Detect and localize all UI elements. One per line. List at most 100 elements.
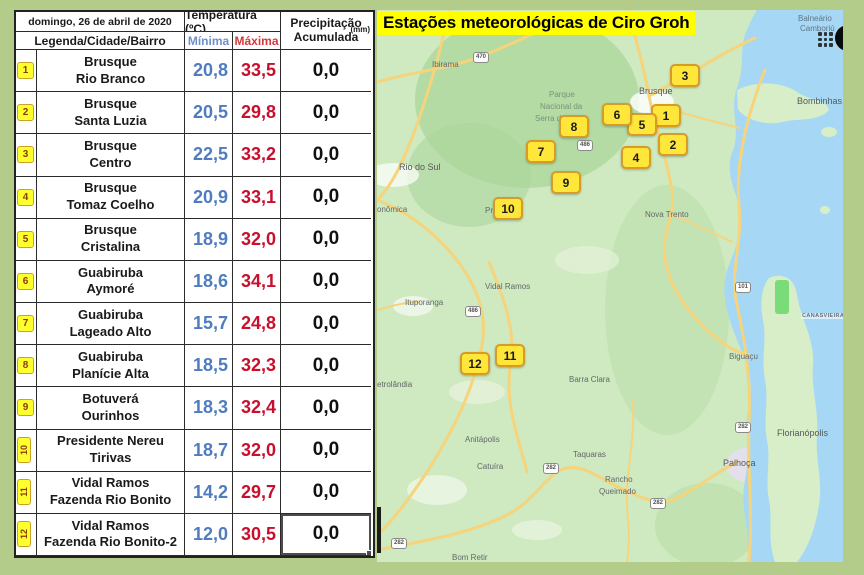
legend-badge: 7 <box>17 315 34 333</box>
map-label: Rancho <box>605 475 633 484</box>
station-name-cell: Presidente Nereu Tirivas <box>37 429 185 472</box>
map-label: Nova Trento <box>645 210 689 219</box>
map-terrain <box>377 10 843 562</box>
min-temp-cell: 15,7 <box>185 303 233 346</box>
map-label: CANASVIEIRAS <box>801 313 843 319</box>
precip-label: Precipitação <box>290 15 362 30</box>
road-badge: 282 <box>543 463 560 474</box>
map-marker[interactable]: 3 <box>670 64 700 87</box>
precip-cell: 0,0 <box>281 472 371 514</box>
station-name-cell: Guabiruba Lageado Alto <box>37 303 185 346</box>
map-marker[interactable]: 6 <box>602 103 632 126</box>
legend-badge: 3 <box>17 146 34 164</box>
map-label: Palhoça <box>723 458 756 468</box>
legend-badge: 9 <box>17 399 34 417</box>
road-badge: 486 <box>465 306 482 317</box>
map-marker[interactable]: 8 <box>559 115 589 138</box>
legend-badge: 5 <box>17 230 34 248</box>
map-label: etrolândia <box>377 380 413 389</box>
apps-grid-icon[interactable] <box>818 32 833 47</box>
weather-table: domingo, 26 de abril de 2020 Temperatura… <box>14 10 375 558</box>
selected-cell[interactable]: 0,0 <box>281 514 371 556</box>
map-label: Bombinhas <box>797 96 843 106</box>
bairro-name: Rio Branco <box>75 70 146 86</box>
min-temp-cell: 20,8 <box>185 50 233 93</box>
selection-fill-handle[interactable] <box>366 550 371 555</box>
map-marker[interactable]: 7 <box>526 140 556 163</box>
station-name-cell: Guabiruba Aymoré <box>37 260 185 303</box>
precip-cell: 0,0 <box>281 50 371 93</box>
min-temp-cell: 20,5 <box>185 92 233 135</box>
max-temp-cell: 24,8 <box>233 303 281 346</box>
max-temp-cell: 32,4 <box>233 387 281 430</box>
bairro-name: Ourinhos <box>81 407 140 423</box>
legend-badge: 6 <box>17 272 34 290</box>
map-marker[interactable]: 12 <box>460 352 490 375</box>
station-name-cell: Vidal Ramos Fazenda Rio Bonito-2 <box>37 513 185 556</box>
date-header: domingo, 26 de abril de 2020 <box>16 12 185 32</box>
table-row-legend: 9 <box>16 387 37 430</box>
station-name-cell: Vidal Ramos Fazenda Rio Bonito <box>37 471 185 514</box>
city-name: Guabiruba <box>77 348 143 364</box>
island-park <box>775 280 789 314</box>
bairro-name: Tomaz Coelho <box>66 197 155 213</box>
precip-cell: 0,0 <box>281 303 371 346</box>
map-marker[interactable]: 9 <box>551 171 581 194</box>
min-temp-cell: 22,5 <box>185 134 233 177</box>
min-temp-cell: 14,2 <box>185 471 233 514</box>
max-temp-cell: 32,3 <box>233 345 281 388</box>
bairro-name: Aymoré <box>86 281 135 297</box>
min-temp-cell: 18,6 <box>185 260 233 303</box>
peninsula <box>737 83 829 124</box>
map-label: Ibirama <box>432 60 459 69</box>
precip-cell: 0,0 <box>281 345 371 388</box>
city-name: Brusque <box>84 53 137 69</box>
max-temp-cell: 30,5 <box>233 513 281 556</box>
map-marker[interactable]: 4 <box>621 146 651 169</box>
map-label: Florianópolis <box>777 428 829 438</box>
map-label: Anitápolis <box>465 435 500 444</box>
table-row-legend: 11 <box>16 471 37 514</box>
road-badge: 282 <box>391 538 408 549</box>
station-name-cell: Brusque Rio Branco <box>37 50 185 93</box>
city-name: Brusque <box>84 222 137 238</box>
map-label: Bom Retir <box>452 553 488 562</box>
account-avatar[interactable] <box>835 25 843 51</box>
temperature-header: Temperatura (ºC) <box>185 12 281 32</box>
table-row-legend: 2 <box>16 92 37 135</box>
map-marker[interactable]: 2 <box>658 133 688 156</box>
legend-badge: 11 <box>17 479 31 506</box>
station-name-cell: Brusque Cristalina <box>37 218 185 261</box>
max-temp-cell: 29,8 <box>233 92 281 135</box>
max-temp-cell: 32,0 <box>233 218 281 261</box>
road-badge: 101 <box>735 282 752 293</box>
table-row-legend: 1 <box>16 50 37 93</box>
max-temp-cell: 33,1 <box>233 176 281 219</box>
island <box>761 275 821 562</box>
table-row-legend: 3 <box>16 134 37 177</box>
legend-number: 10 <box>18 445 29 456</box>
table-row-legend: 10 <box>16 429 37 472</box>
map-canvas[interactable]: Balneário Camboriú Ibirama Parque Nacion… <box>377 10 843 562</box>
min-temp-cell: 12,0 <box>185 513 233 556</box>
precip-cell: 0,0 <box>281 219 371 261</box>
table-row-legend: 5 <box>16 218 37 261</box>
map-label: Ituporanga <box>405 298 444 307</box>
min-temp-cell: 20,9 <box>185 176 233 219</box>
map-marker[interactable]: 11 <box>495 344 525 367</box>
min-temp-cell: 18,5 <box>185 345 233 388</box>
map-label: Balneário <box>798 14 832 23</box>
station-name-cell: Brusque Centro <box>37 134 185 177</box>
table-row-legend: 4 <box>16 176 37 219</box>
map-label: Nacional da <box>540 102 583 111</box>
legend-header: Legenda/Cidade/Bairro <box>16 32 185 50</box>
table-row-legend: 7 <box>16 303 37 346</box>
bairro-name: Fazenda Rio Bonito <box>49 492 172 508</box>
min-temp-cell: 18,3 <box>185 387 233 430</box>
city-name: Presidente Nereu <box>57 433 164 449</box>
bairro-name: Tirivas <box>89 450 132 466</box>
map-marker[interactable]: 5 <box>627 113 657 136</box>
map-marker[interactable]: 10 <box>493 197 523 220</box>
bairro-name: Santa Luzia <box>74 112 147 128</box>
city-name: Vidal Ramos <box>71 517 150 533</box>
